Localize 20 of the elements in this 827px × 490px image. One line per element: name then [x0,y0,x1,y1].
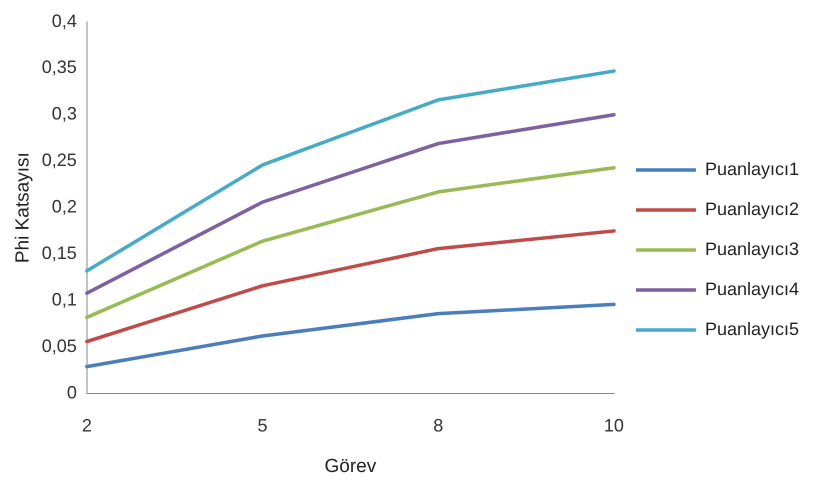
legend-label: Puanlayıcı5 [704,318,799,339]
legend-label: Puanlayıcı3 [704,238,799,259]
y-tick-label: 0,2 [52,196,77,217]
y-tick-label: 0,25 [42,150,77,170]
legend-label: Puanlayıcı2 [704,198,799,219]
x-tick-label: 2 [82,415,92,436]
x-tick-label: 10 [604,415,624,436]
x-tick-label: 8 [433,415,444,436]
y-tick-label: 0,3 [52,104,77,124]
legend-label: Puanlayıcı4 [704,278,799,299]
y-tick-label: 0,4 [52,10,77,31]
y-tick-label: 0,15 [42,243,77,264]
x-axis-title: Görev [324,456,377,477]
y-axis-title: Phi Katsayısı [12,152,34,264]
y-tick-label: 0,1 [52,290,77,310]
x-tick-label: 5 [258,415,268,436]
legend-label: Puanlayıcı1 [704,158,799,179]
y-tick-label: 0,35 [42,57,77,78]
y-tick-label: 0 [66,382,77,403]
y-tick-label: 0,05 [42,336,77,356]
